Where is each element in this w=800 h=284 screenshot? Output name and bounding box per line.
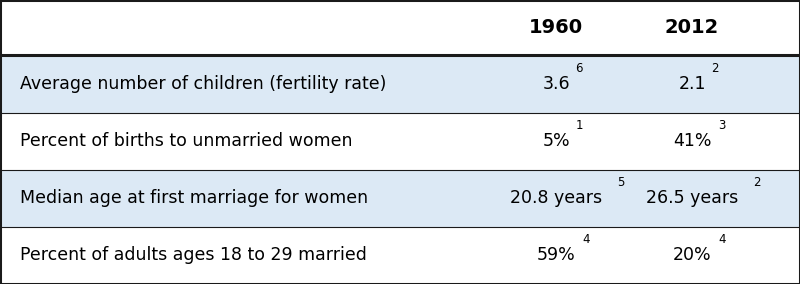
Text: 20%: 20%: [673, 247, 711, 264]
Text: 41%: 41%: [673, 132, 711, 150]
Text: 5: 5: [617, 176, 625, 189]
Text: 2: 2: [753, 176, 761, 189]
Text: 1960: 1960: [529, 18, 583, 37]
Text: 20.8 years: 20.8 years: [510, 189, 602, 207]
Text: 2012: 2012: [665, 18, 719, 37]
Text: 4: 4: [582, 233, 590, 246]
Text: 1: 1: [575, 119, 583, 132]
Text: Average number of children (fertility rate): Average number of children (fertility ra…: [20, 75, 386, 93]
Text: 4: 4: [718, 233, 726, 246]
Text: Percent of adults ages 18 to 29 married: Percent of adults ages 18 to 29 married: [20, 247, 367, 264]
Text: 3.6: 3.6: [542, 75, 570, 93]
Text: 5%: 5%: [542, 132, 570, 150]
Text: 6: 6: [575, 62, 583, 75]
Bar: [0, 112, 800, 170]
Text: 26.5 years: 26.5 years: [646, 189, 738, 207]
Bar: [0, 55, 800, 112]
Text: Median age at first marriage for women: Median age at first marriage for women: [20, 189, 368, 207]
Text: Percent of births to unmarried women: Percent of births to unmarried women: [20, 132, 353, 150]
Text: 2.1: 2.1: [678, 75, 706, 93]
Text: 2: 2: [711, 62, 719, 75]
Bar: [0, 227, 800, 284]
Bar: [0, 170, 800, 227]
Text: 3: 3: [718, 119, 726, 132]
Bar: [0, 0, 800, 55]
Text: 59%: 59%: [537, 247, 575, 264]
